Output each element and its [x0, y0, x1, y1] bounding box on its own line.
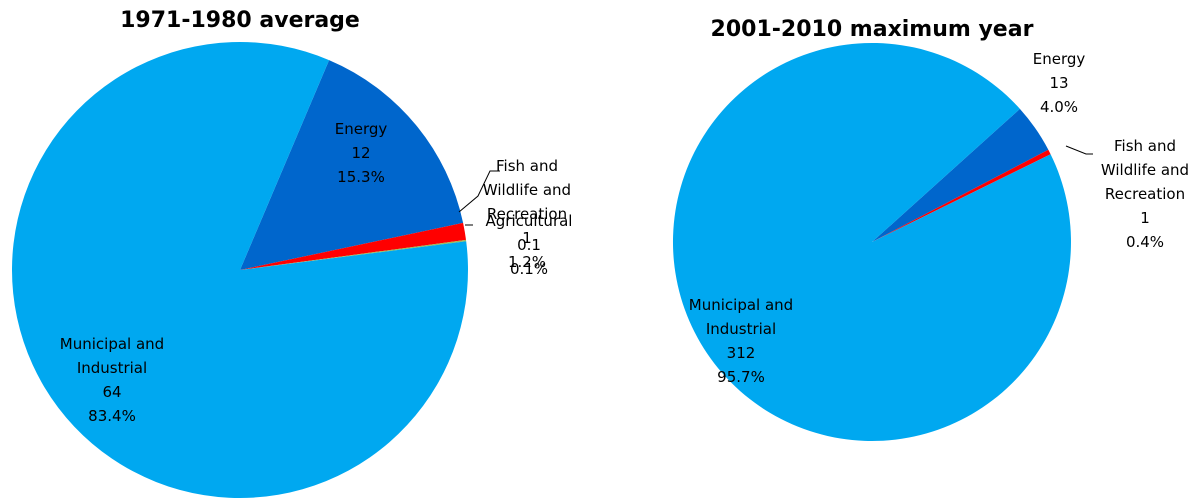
chart-2-slice-fish-and-wildlife-and-recreation: [872, 149, 1051, 242]
chart-1-slice-energy: [240, 60, 464, 271]
chart-2-slice-municipal-and-industrial: [672, 42, 1071, 441]
chart-1-pie: Energy 12 15.3% Fish and Wildlife and Recreat…: [11, 41, 573, 498]
chart-2-slice-energy: [872, 108, 1049, 242]
chart-2-label-municipal-and-industrial: Municipal and Industrial 312 95.7%: [689, 296, 793, 386]
chart-2-label-energy: Energy 13 4.0%: [1033, 50, 1086, 116]
chart-1-leader-fish-and-wildlife-and-recreation: [458, 170, 500, 213]
chart-2-title: 2001-2010 maximum year: [711, 17, 1034, 42]
chart-1-slice-municipal-and-industrial: [11, 41, 468, 498]
chart-1-title: 1971-1980 average: [120, 8, 360, 33]
chart-2-leader-fish-and-wildlife-and-recreation: [1065, 145, 1093, 155]
chart-1-label-energy: Energy 12 15.3%: [335, 120, 388, 186]
chart-1-label-agricultural: Agricultural 0.1 0.1%: [486, 212, 573, 278]
chart-1-label-municipal-and-industrial: Municipal and Industrial 64 83.4%: [60, 335, 164, 425]
chart-1-slice-fish-and-wildlife-and-recreation: [240, 222, 466, 270]
chart-1-label-fish-and-wildlife-and-recreation: Fish and Wildlife and Recreation 1 1.2%: [483, 157, 571, 271]
chart-1-slice-agricultural: [240, 239, 467, 270]
chart-2-pie: Energy 13 4.0% Fish and Wildlife and Recreati…: [672, 42, 1189, 441]
chart-2-label-fish-and-wildlife-and-recreation: Fish and Wildlife and Recreation 1 0.4%: [1101, 137, 1189, 251]
